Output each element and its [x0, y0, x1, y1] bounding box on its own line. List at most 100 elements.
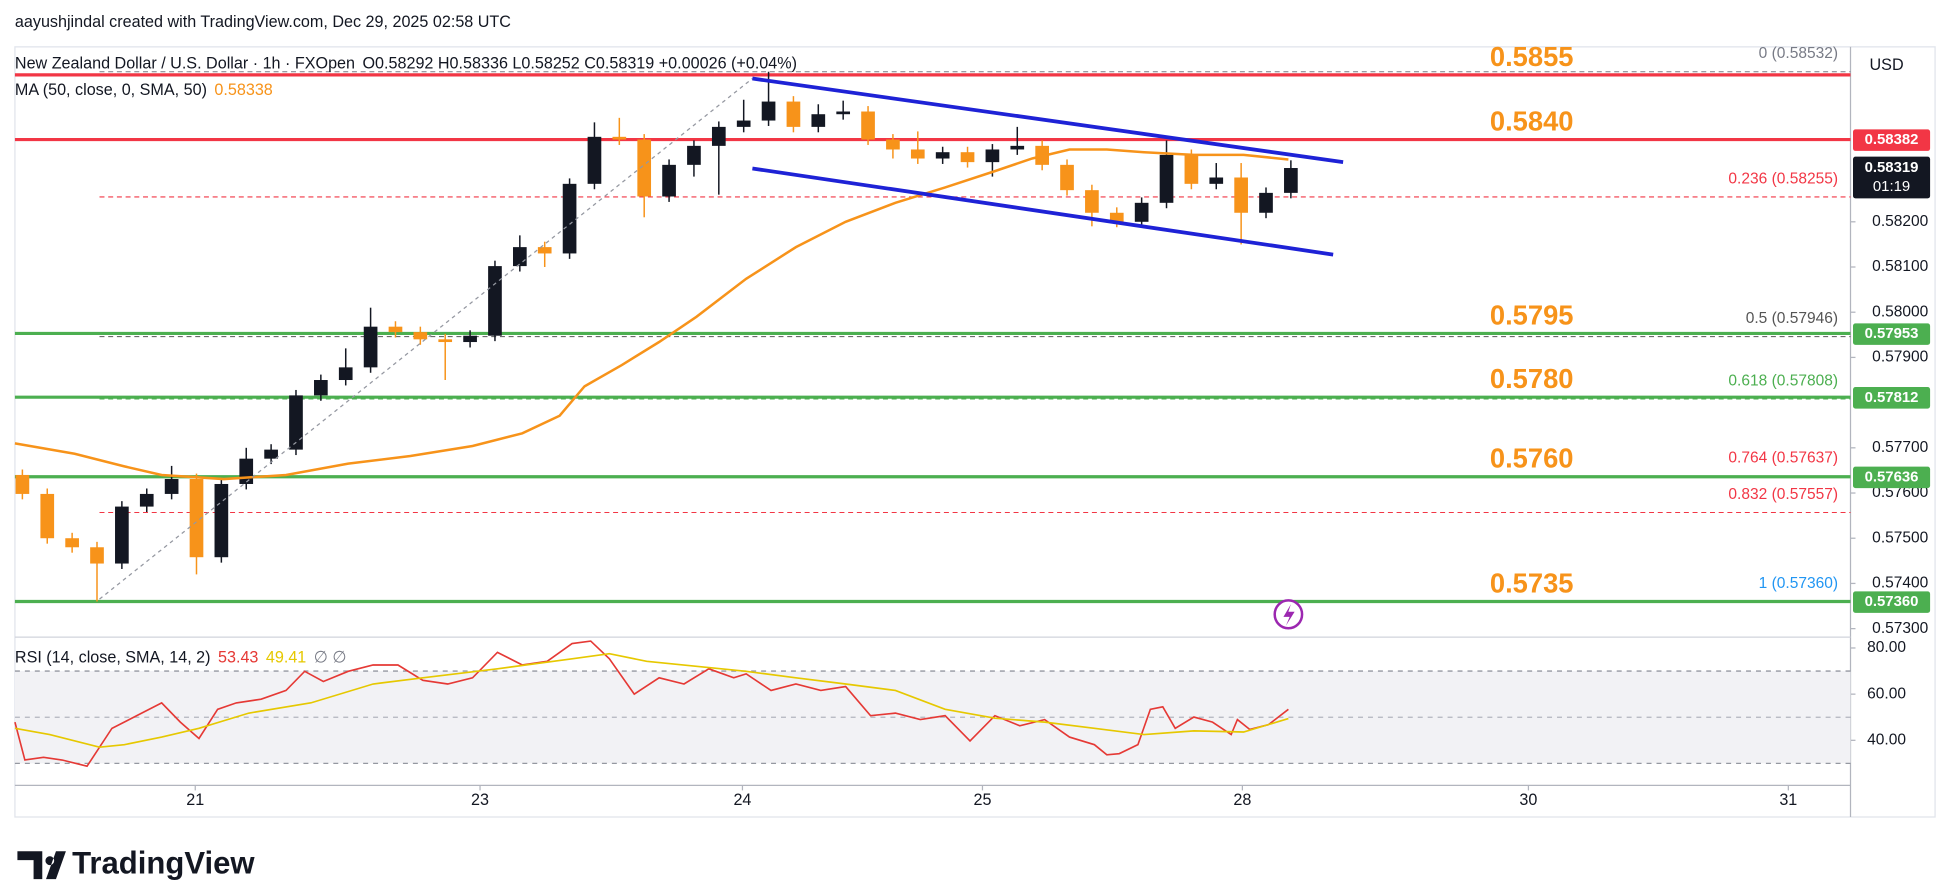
fib-label: 0.618 (0.57808) [1728, 372, 1838, 389]
credit: aayushjindal created with TradingView.co… [15, 13, 511, 31]
level-label: 0.5760 [1490, 442, 1574, 473]
candle-body [488, 266, 502, 336]
candle-body [115, 506, 129, 564]
price-box [1852, 466, 1931, 489]
x-tick-label: 23 [471, 791, 489, 809]
labels: 0.58200 0.58100 0.58000 0.57900 0.57700 0.576… [186, 41, 1931, 809]
ma-legend: MA (50, close, 0, SMA, 50) 0.58338 [15, 81, 273, 99]
candle-body [189, 479, 204, 558]
candle-body [1134, 202, 1149, 222]
rsi-tick-label: 60.00 [1867, 685, 1906, 702]
candle-body [289, 395, 303, 450]
level-label: 0.5855 [1490, 41, 1574, 72]
x-tick-label: 28 [1233, 791, 1251, 809]
candle-body [388, 326, 403, 333]
candle-body [90, 547, 104, 564]
fib-label: 0.764 (0.57637) [1728, 450, 1838, 467]
candle-body [836, 111, 851, 115]
candle-body [736, 120, 751, 127]
fib-label: 0.832 (0.57557) [1728, 486, 1838, 503]
candle-body [1184, 154, 1199, 184]
candle-body [512, 247, 527, 267]
price-box-label: 0.58382 [1865, 131, 1919, 148]
y-tick-label: 0.58100 [1872, 258, 1928, 275]
price-box-label: 0.57953 [1865, 325, 1919, 342]
plot-area [14, 71, 1856, 791]
candle-body [711, 126, 726, 146]
candle-body [40, 493, 55, 539]
candle-body [1109, 212, 1124, 222]
channel-lower [752, 166, 1334, 257]
candle-body [910, 149, 925, 159]
ohlc: O0.58292 H0.58336 L0.58252 C0.58319 +0.0… [363, 55, 798, 73]
candle-body [1209, 177, 1224, 184]
fib-label: 0.236 (0.58255) [1728, 170, 1838, 187]
candle-body [463, 335, 477, 343]
y-tick-label: 0.57900 [1872, 348, 1928, 365]
candle-body [960, 152, 975, 163]
y-tick-label: 0.57400 [1872, 574, 1928, 591]
candle-body [1259, 192, 1273, 213]
x-tick-label: 25 [973, 791, 991, 809]
price-box-label: 0.57360 [1865, 593, 1919, 610]
currency: USD [1870, 56, 1904, 74]
x-tick-label: 21 [186, 791, 204, 809]
candle-body [314, 380, 328, 396]
level-label: 0.5780 [1490, 363, 1574, 394]
rsi-name: RSI (14, close, SMA, 14, 2) [15, 649, 211, 667]
rsi-value: 53.43 [218, 649, 258, 667]
last-price-label: 0.58319 [1865, 159, 1919, 176]
candle-body [861, 111, 875, 140]
event-bolt [1283, 604, 1295, 626]
candle-body [985, 149, 1000, 163]
y-tick-label: 0.58200 [1872, 213, 1928, 230]
candle-body [164, 479, 179, 494]
candle-body [786, 101, 801, 127]
candle-body [562, 183, 577, 254]
candle-body [687, 145, 701, 165]
candle-body [1284, 168, 1298, 193]
candle-body [363, 326, 378, 368]
y-tick-label: 0.57300 [1872, 620, 1928, 637]
symbol: New Zealand Dollar / U.S. Dollar · 1h · … [15, 55, 355, 73]
frame [14, 46, 1936, 818]
candle-body [935, 152, 950, 159]
rsi-ma-value: 49.41 [266, 649, 306, 667]
fib-label: 1 (0.57360) [1759, 575, 1838, 592]
price-box [1852, 323, 1931, 345]
candle-body [214, 483, 229, 558]
candle-body [811, 114, 826, 127]
candle-body [637, 139, 652, 197]
rsi-legend: RSI (14, close, SMA, 14, 2) 53.43 49.41 ∅ ∅ [15, 649, 346, 667]
candle-body [886, 139, 900, 150]
candle-body [537, 247, 552, 254]
price-box-label: 0.57636 [1865, 468, 1919, 485]
rsi-line [14, 640, 1289, 768]
candle-body [139, 493, 154, 507]
y-tick-label: 0.58000 [1872, 303, 1928, 320]
level-label: 0.5735 [1490, 567, 1574, 598]
legend-line: New Zealand Dollar / U.S. Dollar · 1h · … [15, 55, 797, 73]
candle-body [1234, 177, 1248, 213]
y-tick-label: 0.57600 [1872, 484, 1928, 501]
candle-body [1085, 190, 1099, 213]
level-label: 0.5795 [1490, 299, 1574, 330]
rsi-extra: ∅ ∅ [314, 649, 347, 667]
level-label: 0.5840 [1490, 105, 1574, 136]
x-tick-label: 30 [1519, 791, 1537, 809]
price-box [1852, 591, 1931, 613]
candle-body [1060, 164, 1074, 191]
candle-body [438, 339, 453, 343]
last-price-box [1852, 156, 1931, 199]
fib-label: 0 (0.58532) [1759, 45, 1838, 62]
rsi-line [14, 652, 1289, 749]
candle-body [264, 449, 278, 459]
ma-name: MA (50, close, 0, SMA, 50) [15, 81, 207, 99]
price-box-label: 0.57812 [1865, 389, 1919, 406]
candle-body [1159, 154, 1174, 203]
ma-line [14, 148, 1289, 481]
candle-body [239, 458, 254, 484]
y-tick-label: 0.57700 [1872, 439, 1928, 456]
